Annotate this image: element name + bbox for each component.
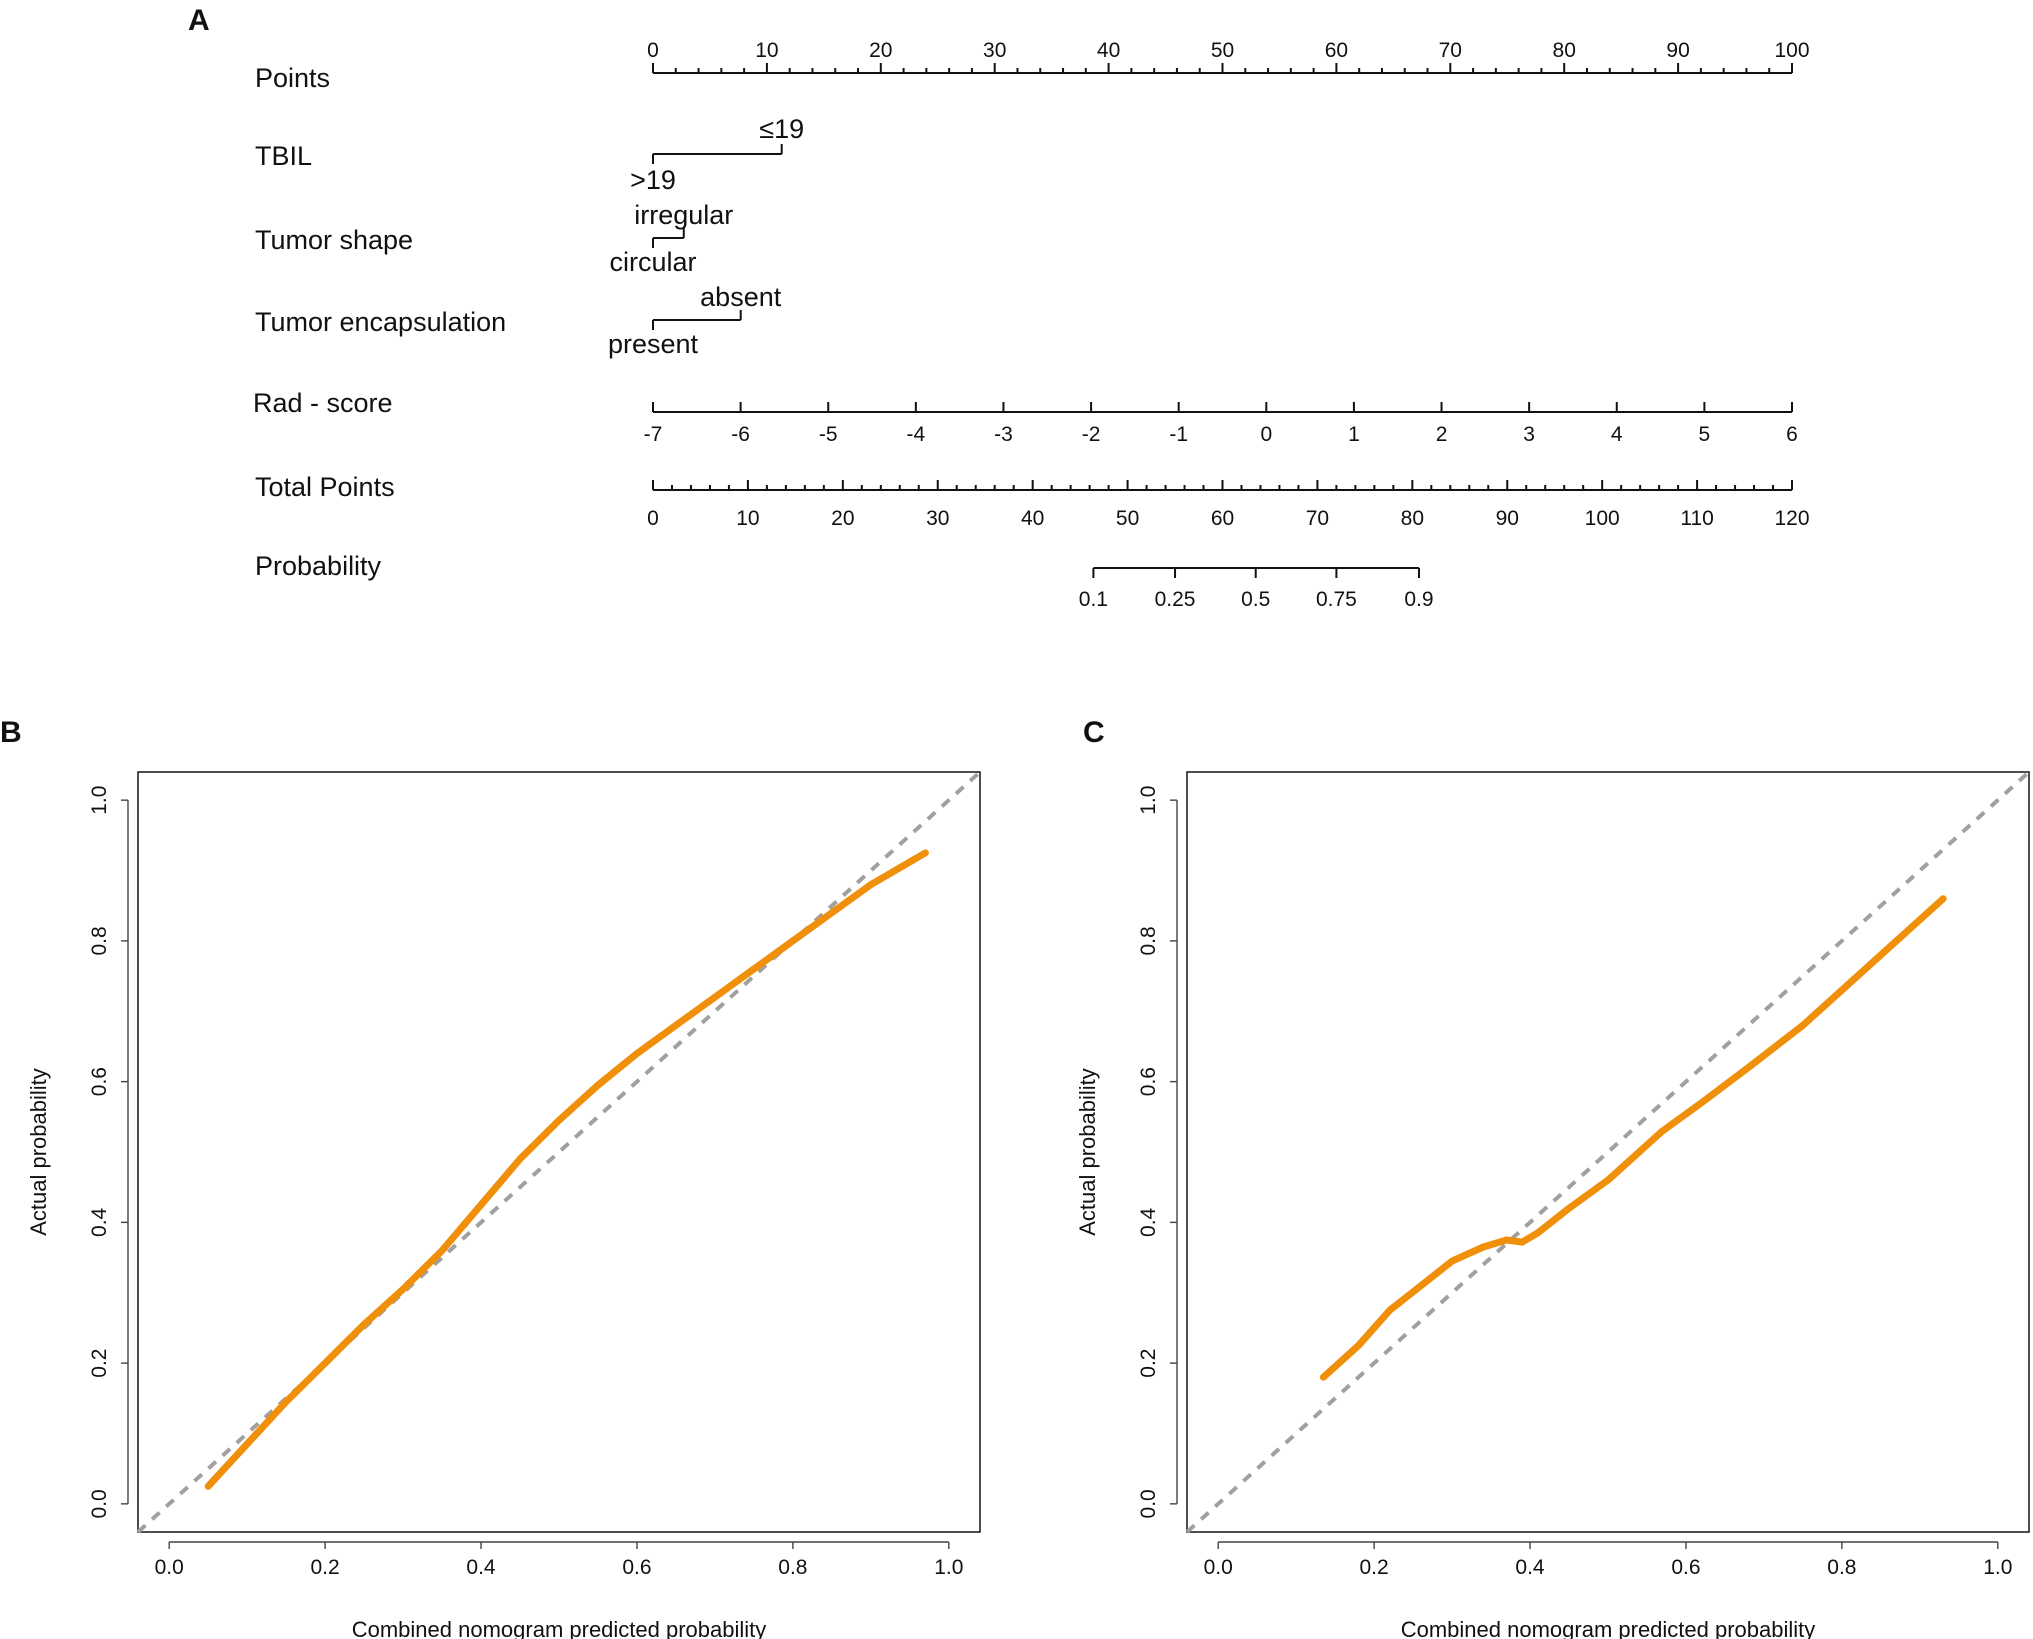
- row-label-rad-score: Rad - score: [253, 388, 393, 418]
- points-tick-label: 50: [1211, 39, 1234, 62]
- rad-score-tick-label: -1: [1169, 423, 1188, 446]
- panel-b-x-tick-label: 0.4: [466, 1556, 496, 1579]
- panel-b-calibration-line: [204, 849, 929, 1490]
- probability-tick-label: 0.25: [1155, 588, 1196, 611]
- total-points-tick-label: 30: [926, 507, 949, 530]
- panel-c-x-tick-label: 0.6: [1671, 1556, 1700, 1579]
- rad-score-tick-label: 0: [1260, 423, 1272, 446]
- total-points-tick-label: 90: [1496, 507, 1519, 530]
- rad-score-tick-label: -3: [994, 423, 1013, 446]
- points-tick-label: 70: [1439, 39, 1462, 62]
- panel-c-ideal-line: [1185, 770, 2031, 1534]
- rad-score-tick-label: -5: [819, 423, 838, 446]
- points-tick-label: 90: [1666, 39, 1689, 62]
- calibration-plot-b: 0.0 0.2 0.4 0.6 0.8 1.0 0.0 0.2 0.4 0.6 0.8 1.0 Comb…: [26, 770, 982, 1639]
- panel-b-x-tick-label: 0.0: [155, 1556, 184, 1579]
- total-points-tick-label: 10: [736, 507, 759, 530]
- rad-score-tick-label: -4: [907, 423, 926, 446]
- rad-score-tick-label: 4: [1611, 423, 1623, 446]
- total-points-tick-label: 120: [1774, 507, 1809, 530]
- row-label-tbil: TBIL: [255, 141, 312, 171]
- panel-c-y-tick-label: 0.0: [1137, 1489, 1160, 1518]
- total-points-tick-label: 0: [647, 507, 659, 530]
- panel-b-y-tick-label: 1.0: [88, 786, 111, 815]
- panel-c-y-axis-title: Actual probability: [1075, 1068, 1100, 1236]
- tumor-encapsulation-level-label: present: [608, 329, 699, 359]
- points-tick-label: 40: [1097, 39, 1120, 62]
- panel-c-x-axis-title: Combined nomogram predicted probability: [1401, 1617, 1816, 1639]
- points-tick-label: 20: [869, 39, 892, 62]
- panel-b-y-tick-label: 0.4: [88, 1207, 111, 1237]
- probability-tick-label: 0.5: [1241, 588, 1270, 611]
- panel-c-x-tick-label: 0.4: [1515, 1556, 1545, 1579]
- panel-b-y-tick-label: 0.8: [88, 926, 111, 955]
- panel-b-x-axis-title: Combined nomogram predicted probability: [352, 1617, 767, 1639]
- rad-score-tick-label: 6: [1786, 423, 1798, 446]
- points-tick-label: 100: [1774, 39, 1809, 62]
- tumor-encapsulation-level-label: absent: [700, 282, 782, 312]
- panel-b-plot-frame: [137, 771, 981, 1533]
- row-label-tumor-encapsulation: Tumor encapsulation: [255, 307, 506, 337]
- panel-b-x-tick-label: 0.8: [778, 1556, 807, 1579]
- points-tick-label: 10: [755, 39, 778, 62]
- panel-c-y-tick-label: 0.6: [1137, 1067, 1160, 1096]
- rad-score-tick-label: -6: [731, 423, 750, 446]
- panel-c-x-tick-label: 1.0: [1983, 1556, 2012, 1579]
- rad-score-tick-label: 2: [1436, 423, 1448, 446]
- row-label-points: Points: [255, 63, 330, 93]
- rad-score-tick-label: 1: [1348, 423, 1360, 446]
- panel-b-y-tick-label: 0.6: [88, 1067, 111, 1096]
- rad-score-tick-label: -7: [644, 423, 663, 446]
- panel-c-y-tick-label: 0.8: [1137, 926, 1160, 955]
- rad-score-tick-label: -2: [1082, 423, 1101, 446]
- tbil-level-label: >19: [630, 165, 676, 195]
- tbil-level-label: ≤19: [759, 114, 804, 144]
- tumor-shape-level-label: circular: [609, 247, 696, 277]
- calibration-plot-c: 0.0 0.2 0.4 0.6 0.8 1.0 0.0 0.2 0.4 0.6 0.8 1.0 Comb…: [1075, 770, 2031, 1639]
- panel-b-ideal-line: [136, 770, 982, 1534]
- row-label-probability: Probability: [255, 551, 382, 581]
- panel-c-y-tick-label: 0.4: [1137, 1207, 1160, 1237]
- total-points-tick-label: 50: [1116, 507, 1139, 530]
- panel-label-b: B: [0, 716, 22, 749]
- tumor-shape-level-label: irregular: [634, 200, 733, 230]
- panel-label-c: C: [1083, 716, 1105, 749]
- row-label-tumor-shape: Tumor shape: [255, 225, 413, 255]
- panel-c-x-tick-label: 0.0: [1204, 1556, 1233, 1579]
- rad-score-tick-label: 5: [1699, 423, 1711, 446]
- total-points-tick-label: 100: [1585, 507, 1620, 530]
- panel-c-y-tick-label: 1.0: [1137, 786, 1160, 815]
- panel-c-x-tick-label: 0.8: [1827, 1556, 1856, 1579]
- panel-c-plot-frame: [1186, 771, 2030, 1533]
- panel-b-x-tick-label: 0.6: [622, 1556, 651, 1579]
- probability-tick-label: 0.75: [1316, 588, 1357, 611]
- panel-b-y-axis-title: Actual probability: [26, 1068, 51, 1236]
- probability-tick-label: 0.9: [1404, 588, 1433, 611]
- panel-b-x-tick-label: 1.0: [934, 1556, 963, 1579]
- points-tick-label: 60: [1325, 39, 1348, 62]
- panel-c-x-tick-label: 0.2: [1360, 1556, 1389, 1579]
- rad-score-tick-label: 3: [1523, 423, 1535, 446]
- panel-c-y-tick-label: 0.2: [1137, 1349, 1160, 1378]
- points-tick-label: 80: [1553, 39, 1576, 62]
- total-points-tick-label: 60: [1211, 507, 1234, 530]
- total-points-tick-label: 70: [1306, 507, 1329, 530]
- total-points-tick-label: 20: [831, 507, 854, 530]
- panel-label-a: A: [188, 4, 210, 37]
- row-label-total-points: Total Points: [255, 472, 395, 502]
- total-points-tick-label: 40: [1021, 507, 1044, 530]
- probability-tick-label: 0.1: [1079, 588, 1108, 611]
- panel-b-x-tick-label: 0.2: [311, 1556, 340, 1579]
- panel-b-y-tick-label: 0.2: [88, 1349, 111, 1378]
- total-points-tick-label: 80: [1401, 507, 1424, 530]
- panel-b-y-tick-label: 0.0: [88, 1489, 111, 1518]
- points-tick-label: 0: [647, 39, 659, 62]
- panel-c-calibration-line: [1319, 895, 1947, 1381]
- points-tick-label: 30: [983, 39, 1006, 62]
- total-points-tick-label: 110: [1680, 507, 1713, 530]
